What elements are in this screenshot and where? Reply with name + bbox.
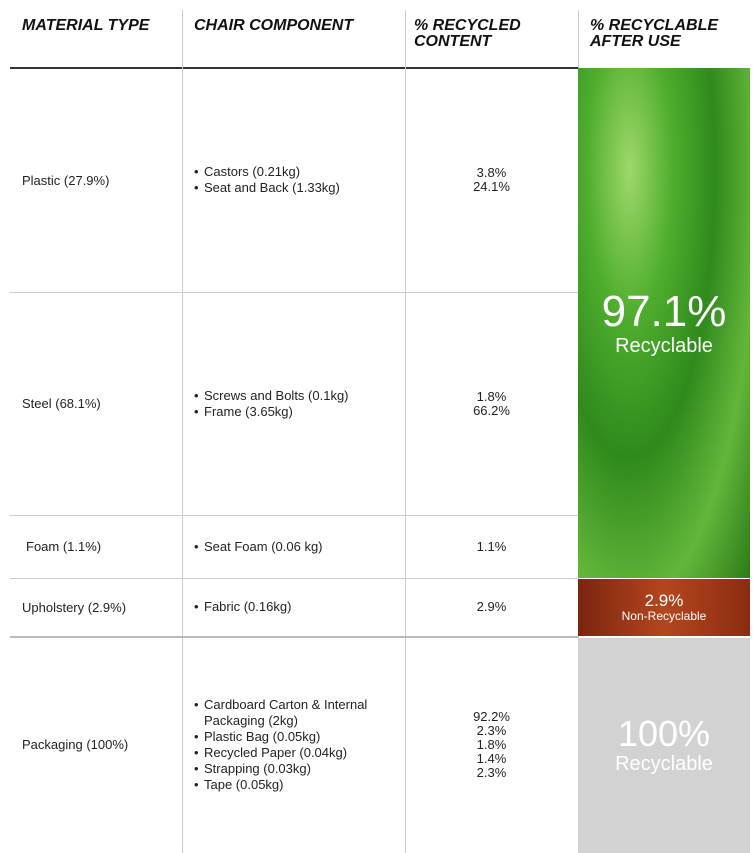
recycled-list: 3.8%24.1% — [473, 166, 510, 194]
component-cell: Castors (0.21kg)Seat and Back (1.33kg) — [192, 68, 397, 292]
recyclable-block: 100% Recyclable — [578, 638, 750, 853]
component-item: Plastic Bag (0.05kg) — [192, 729, 397, 745]
component-item: Frame (3.65kg) — [192, 404, 349, 420]
component-item: Cardboard Carton & Internal Packaging (2… — [192, 697, 397, 729]
material-cell: Plastic (27.9%) — [22, 68, 177, 292]
component-item: Recycled Paper (0.04kg) — [192, 745, 397, 761]
header-cell: CHAIR COMPONENT — [194, 18, 353, 34]
recycled-value: 1.8% — [473, 738, 510, 752]
recycled-cell: 3.8%24.1% — [405, 68, 578, 292]
material-text: Upholstery (2.9%) — [22, 600, 126, 615]
recycled-cell: 1.1% — [405, 515, 578, 578]
component-item: Seat and Back (1.33kg) — [192, 180, 340, 196]
material-cell: Foam (1.1%) — [26, 515, 181, 578]
recycled-list: 92.2%2.3%1.8%1.4%2.3% — [473, 710, 510, 780]
recycled-value: 3.8% — [473, 166, 510, 180]
material-cell: Packaging (100%) — [22, 636, 177, 853]
component-list: Cardboard Carton & Internal Packaging (2… — [192, 697, 397, 793]
recycled-value: 1.4% — [473, 752, 510, 766]
recyclable-block: 97.1% Recyclable — [578, 68, 750, 578]
recycled-cell: 92.2%2.3%1.8%1.4%2.3% — [405, 636, 578, 853]
component-cell: Cardboard Carton & Internal Packaging (2… — [192, 636, 397, 853]
column-divider — [182, 10, 183, 853]
component-item: Seat Foam (0.06 kg) — [192, 539, 323, 555]
material-cell: Upholstery (2.9%) — [22, 578, 177, 636]
component-cell: Fabric (0.16kg) — [192, 578, 397, 636]
recycled-value: 2.9% — [477, 600, 507, 614]
component-cell: Screws and Bolts (0.1kg)Frame (3.65kg) — [192, 292, 397, 515]
recyclable-value: 97.1% — [602, 289, 727, 335]
component-item: Screws and Bolts (0.1kg) — [192, 388, 349, 404]
material-text: Steel (68.1%) — [22, 396, 101, 411]
recyclable-label: Recyclable — [615, 335, 713, 358]
recycled-value: 1.8% — [473, 390, 510, 404]
recycled-value: 92.2% — [473, 710, 510, 724]
header-cell: % RECYCLABLE AFTER USE — [590, 18, 740, 50]
component-list: Screws and Bolts (0.1kg)Frame (3.65kg) — [192, 388, 349, 420]
recyclable-value: 100% — [618, 715, 710, 753]
material-text: Packaging (100%) — [22, 737, 128, 752]
component-item: Fabric (0.16kg) — [192, 599, 291, 615]
recycled-value: 66.2% — [473, 404, 510, 418]
recyclable-label: Recyclable — [615, 753, 713, 776]
component-list: Fabric (0.16kg) — [192, 599, 291, 615]
header-cell: % RECYCLED CONTENT — [414, 18, 564, 50]
recycled-value: 1.1% — [477, 540, 507, 554]
recycled-value: 2.3% — [473, 766, 510, 780]
recycled-cell: 2.9% — [405, 578, 578, 636]
header-cell: MATERIAL TYPE — [22, 18, 149, 34]
recycled-cell: 1.8%66.2% — [405, 292, 578, 515]
component-item: Castors (0.21kg) — [192, 164, 340, 180]
recycled-value: 24.1% — [473, 180, 510, 194]
material-cell: Steel (68.1%) — [22, 292, 177, 515]
component-list: Castors (0.21kg)Seat and Back (1.33kg) — [192, 164, 340, 196]
recycled-list: 1.8%66.2% — [473, 390, 510, 418]
page: MATERIAL TYPE CHAIR COMPONENT % RECYCLED… — [0, 0, 755, 853]
material-text: Plastic (27.9%) — [22, 173, 109, 188]
recyclable-block: 2.9% Non-Recyclable — [578, 579, 750, 636]
component-item: Tape (0.05kg) — [192, 777, 397, 793]
recycled-list: 1.1% — [477, 540, 507, 554]
recyclable-label: Non-Recyclable — [622, 609, 707, 623]
material-text: Foam (1.1%) — [26, 539, 101, 554]
recycled-list: 2.9% — [477, 600, 507, 614]
component-list: Seat Foam (0.06 kg) — [192, 539, 323, 555]
component-item: Strapping (0.03kg) — [192, 761, 397, 777]
recycled-value: 2.3% — [473, 724, 510, 738]
component-cell: Seat Foam (0.06 kg) — [192, 515, 397, 578]
recyclable-value: 2.9% — [645, 592, 684, 609]
